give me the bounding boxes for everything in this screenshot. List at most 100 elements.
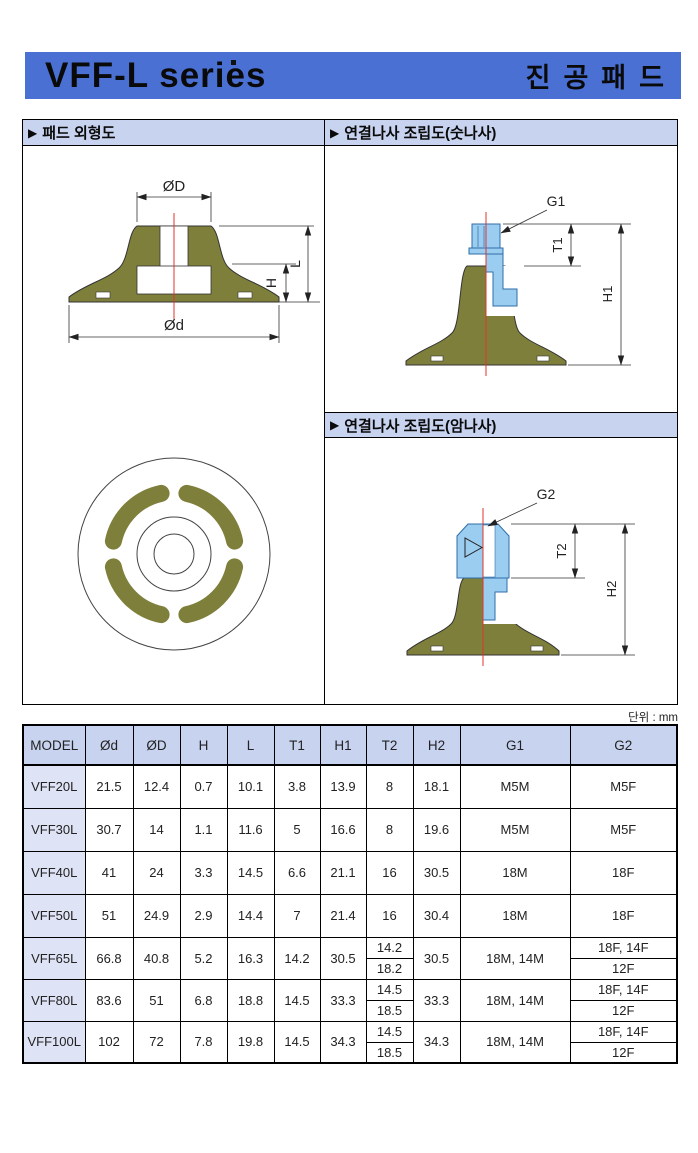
model-cell: VFF40L bbox=[22, 850, 86, 895]
vacuum-slot-arc bbox=[177, 558, 243, 624]
dim-label-H: H bbox=[263, 278, 279, 288]
table-cell: 30.5 bbox=[412, 850, 461, 895]
table-cell: 21.4 bbox=[319, 893, 367, 938]
table-cell: 2.9 bbox=[179, 893, 228, 938]
table-cell: 66.8 bbox=[84, 936, 134, 980]
pad-side-section-drawing: ØD Ød H L bbox=[68, 178, 320, 343]
table-cell: 30.5 bbox=[319, 936, 367, 980]
table-cell: 102 bbox=[84, 1020, 134, 1064]
male-fitting-stem bbox=[485, 253, 518, 307]
table-cell: 0.7 bbox=[179, 764, 228, 809]
table-cell: 6.6 bbox=[273, 850, 321, 895]
table-cell: 33.3 bbox=[319, 978, 367, 1022]
female-thread-assembly-drawing: G2 T2 H2 bbox=[406, 486, 635, 666]
table-cell: 30.7 bbox=[84, 807, 134, 852]
table-cell: 13.9 bbox=[319, 764, 367, 809]
table-cell: 1.1 bbox=[179, 807, 228, 852]
table-row-vff65l: VFF65L 66.8 40.8 5.2 16.3 14.2 30.5 14.2… bbox=[22, 936, 678, 980]
pad-outline-content: ØD Ød H L bbox=[23, 146, 324, 704]
table-cell: 18M, 14M bbox=[459, 1020, 571, 1064]
table-cell: 7.8 bbox=[179, 1020, 228, 1064]
table-cell: 18.1 bbox=[412, 764, 461, 809]
spec-table: MODEL Ød ØD H L T1 H1 T2 H2 G1 G2 VFF20L… bbox=[22, 724, 678, 1064]
dim-label-T2: T2 bbox=[554, 543, 569, 558]
table-cell: 18F bbox=[569, 893, 678, 938]
panel-assemblies: ▶ 연결나사 조립도(숫나사) bbox=[325, 120, 677, 704]
outer-rim-circle bbox=[77, 457, 270, 651]
table-cell: 10.1 bbox=[226, 764, 275, 809]
col-header-h2: H2 bbox=[412, 724, 461, 766]
triangle-bullet-icon: ▶ bbox=[330, 125, 340, 140]
table-cell: 6.8 bbox=[179, 978, 228, 1022]
table-cell: 16.6 bbox=[319, 807, 367, 852]
table-cell: 14.5 bbox=[273, 978, 321, 1022]
table-cell: 51 bbox=[84, 893, 134, 938]
vacuum-slot-arc bbox=[177, 484, 243, 550]
pad-bottom-view-drawing bbox=[77, 457, 270, 651]
table-cell: 72 bbox=[132, 1020, 181, 1064]
table-cell: 3.8 bbox=[273, 764, 321, 809]
dim-label-H1: H1 bbox=[600, 286, 615, 303]
table-cell: 8 bbox=[365, 764, 414, 809]
table-cell: 18M, 14M bbox=[459, 936, 571, 980]
table-row-vff50l: VFF50L 51 24.9 2.9 14.4 7 21.4 16 30.4 1… bbox=[22, 893, 678, 938]
inner-circle bbox=[136, 516, 211, 592]
panel-title-text: 패드 외형도 bbox=[42, 125, 116, 142]
dim-label-diaD: ØD bbox=[162, 178, 185, 195]
table-cell: 24 bbox=[132, 850, 181, 895]
center-hole-circle bbox=[153, 533, 194, 575]
table-cell: 18M bbox=[459, 893, 571, 938]
pad-bottom-groove bbox=[530, 645, 544, 652]
vacuum-slot-arc bbox=[104, 558, 170, 624]
table-cell-split: 18.5 bbox=[365, 999, 414, 1022]
col-header-l: L bbox=[226, 724, 275, 766]
col-header-model: MODEL bbox=[22, 724, 86, 766]
table-cell-split: 18.2 bbox=[365, 957, 414, 980]
dim-label-L: L bbox=[287, 260, 303, 268]
page-header: VFF-L series 진공패드 bbox=[25, 52, 681, 99]
series-title: VFF-L series bbox=[45, 55, 267, 95]
table-cell: 18F bbox=[569, 850, 678, 895]
table-cell: 34.3 bbox=[412, 1020, 461, 1064]
dim-label-G1: G1 bbox=[547, 193, 566, 209]
table-row-vff80l-sub: 18.5 12F bbox=[23, 999, 678, 1022]
model-cell: VFF50L bbox=[22, 893, 86, 938]
table-row-vff20l: VFF20L 21.5 12.4 0.7 10.1 3.8 13.9 8 18.… bbox=[22, 764, 678, 809]
table-cell-split: 14.5 bbox=[365, 1020, 414, 1043]
table-cell: 18M, 14M bbox=[459, 978, 571, 1022]
drawing-panels: ▶ 패드 외형도 ØD bbox=[22, 119, 678, 705]
table-cell: M5M bbox=[459, 764, 571, 809]
leader-line bbox=[487, 502, 538, 527]
triangle-bullet-icon: ▶ bbox=[330, 418, 340, 432]
table-cell: 24.9 bbox=[132, 893, 181, 938]
table-cell: 14 bbox=[132, 807, 181, 852]
panel-title-male-thread: ▶ 연결나사 조립도(숫나사) bbox=[325, 120, 677, 146]
col-header-h: H bbox=[179, 724, 228, 766]
table-row-vff40l: VFF40L 41 24 3.3 14.5 6.6 21.1 16 30.5 1… bbox=[22, 850, 678, 895]
table-cell: 51 bbox=[132, 978, 181, 1022]
vacuum-slot-arc bbox=[104, 484, 170, 550]
table-header-row: MODEL Ød ØD H L T1 H1 T2 H2 G1 G2 bbox=[22, 724, 678, 766]
panel-title-pad-outline: ▶ 패드 외형도 bbox=[23, 120, 324, 146]
table-cell: 21.5 bbox=[84, 764, 134, 809]
table-cell: 30.5 bbox=[412, 936, 461, 980]
unit-note: 단위 : mm bbox=[628, 712, 678, 724]
dim-label-H2: H2 bbox=[604, 581, 619, 598]
dim-label-T1: T1 bbox=[550, 237, 565, 252]
col-header-h1: H1 bbox=[319, 724, 367, 766]
table-cell: 5 bbox=[273, 807, 321, 852]
model-cell: VFF30L bbox=[22, 807, 86, 852]
model-cell: VFF80L bbox=[22, 978, 86, 1022]
table-row-vff100l-sub: 18.5 12F bbox=[23, 1041, 678, 1064]
col-header-t2: T2 bbox=[365, 724, 414, 766]
table-cell: 33.3 bbox=[412, 978, 461, 1022]
table-cell-split: 18.5 bbox=[365, 1041, 414, 1064]
table-cell: 83.6 bbox=[84, 978, 134, 1022]
table-cell: 3.3 bbox=[179, 850, 228, 895]
table-cell-split: 14.2 bbox=[365, 936, 414, 959]
table-cell: 5.2 bbox=[179, 936, 228, 980]
panel-title-text: 연결나사 조립도(숫나사) bbox=[344, 125, 497, 142]
pad-bottom-groove bbox=[95, 291, 110, 299]
table-cell-split: 18F, 14F bbox=[569, 936, 678, 959]
table-cell: 21.1 bbox=[319, 850, 367, 895]
